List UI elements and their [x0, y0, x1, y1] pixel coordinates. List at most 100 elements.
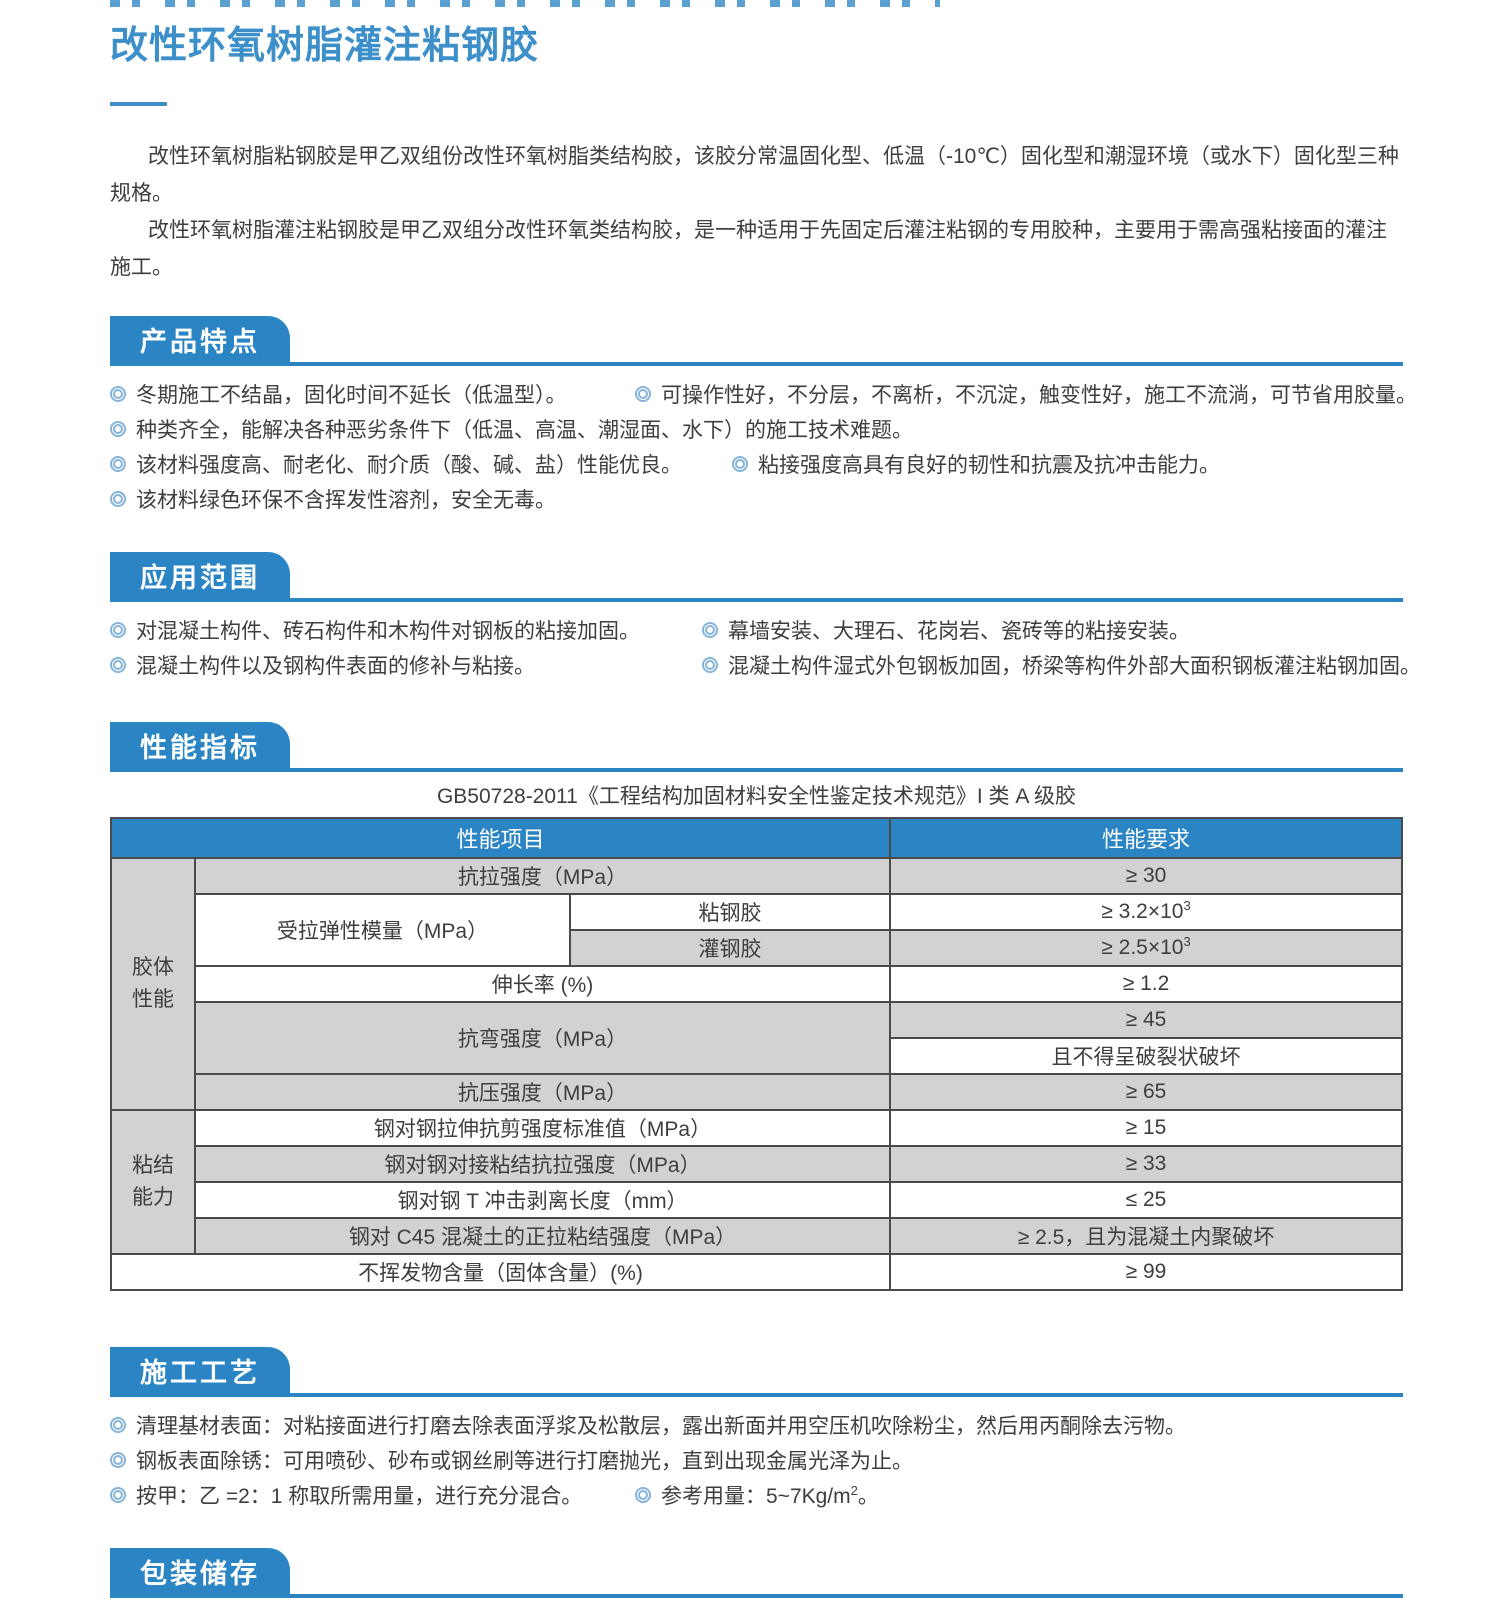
section-underline	[110, 598, 1403, 602]
list-item: 钢板表面除锈：可用喷砂、砂布或钢丝刷等进行打磨抛光，直到出现金属光泽为止。	[110, 1442, 1403, 1477]
list-item: 种类齐全，能解决各种恶劣条件下（低温、高温、潮湿面、水下）的施工技术难题。	[110, 411, 1403, 446]
table-row: 不挥发物含量（固体含量）(%) ≥ 99	[109, 1253, 1403, 1291]
application-text: 幕墙安装、大理石、花岗岩、瓷砖等的粘接安装。	[728, 619, 1190, 643]
property-cell: 受拉弹性模量（MPa）	[194, 893, 571, 967]
bullseye-icon	[732, 455, 748, 472]
intro-line: 改性环氧树脂粘钢胶是甲乙双组份改性环氧树脂类结构胶，该胶分常温固化型、低温（-1…	[110, 145, 1399, 205]
table-row: 胶体性能 抗拉强度（MPa） ≥ 30	[110, 857, 1403, 1111]
section-header-construction: 施工工艺	[110, 1347, 1403, 1397]
table-row: 抗弯强度（MPa） ≥ 45	[111, 1001, 1403, 1075]
list-item: 该材料强度高、耐老化、耐介质（酸、碱、盐）性能优良。 粘接强度高具有良好的韧性和…	[110, 446, 1403, 481]
bullseye-icon	[110, 1416, 126, 1433]
bullseye-icon	[702, 656, 718, 673]
applications-list: 对混凝土构件、砖石构件和木构件对钢板的粘接加固。 幕墙安装、大理石、花岗岩、瓷砖…	[110, 612, 1421, 682]
table-row: 且不得呈破裂状破坏	[111, 1037, 1403, 1075]
table-row: 粘结能力 钢对钢拉伸抗剪强度标准值（MPa） ≥ 15	[110, 1109, 1403, 1255]
table-header-row: 性能项目 性能要求	[109, 817, 1403, 859]
table-row: 灌钢胶 ≥ 2.5×103	[111, 929, 1403, 967]
section-header-packaging: 包装储存	[110, 1548, 1403, 1598]
value-cell: ≥ 1.2	[889, 965, 1403, 1003]
subproperty-cell: 灌钢胶	[568, 929, 892, 967]
bullseye-icon	[110, 455, 126, 472]
application-text: 混凝土构件湿式外包钢板加固，桥梁等构件外部大面积钢板灌注粘钢加固。	[728, 654, 1421, 678]
value-cell: ≥ 33	[889, 1145, 1403, 1183]
bullseye-icon	[110, 490, 126, 507]
property-cell: 钢对钢 T 冲击剥离长度（mm）	[193, 1181, 892, 1219]
construction-text: 按甲：乙 =2：1 称取所需用量，进行充分混合。	[136, 1484, 583, 1508]
list-item: 清理基材表面：对粘接面进行打磨去除表面浮浆及松散层，露出新面并用空压机吹除粉尘，…	[110, 1407, 1403, 1442]
performance-table: 性能项目 性能要求 胶体性能 抗拉强度（MPa） ≥ 30 受拉弹性模量（MPa…	[109, 817, 1403, 1291]
value-cell: ≥ 45	[889, 1001, 1403, 1039]
construction-text: 钢板表面除锈：可用喷砂、砂布或钢丝刷等进行打磨抛光，直到出现金属光泽为止。	[136, 1449, 913, 1473]
value-cell: ≥ 2.5，且为混凝土内聚破坏	[889, 1217, 1403, 1255]
property-cell: 钢对 C45 混凝土的正拉粘结强度（MPa）	[193, 1217, 892, 1255]
value-cell: ≥ 99	[889, 1253, 1403, 1291]
value-cell: ≥ 65	[889, 1073, 1403, 1111]
property-cell: 抗压强度（MPa）	[193, 1073, 892, 1111]
table-row: 钢对钢对接粘结抗拉强度（MPa） ≥ 33	[111, 1145, 1403, 1183]
feature-text: 该材料强度高、耐老化、耐介质（酸、碱、盐）性能优良。	[136, 453, 682, 477]
section-underline	[110, 362, 1403, 366]
intro-paragraphs: 改性环氧树脂粘钢胶是甲乙双组份改性环氧树脂类结构胶，该胶分常温固化型、低温（-1…	[110, 138, 1403, 286]
table-row: 钢对钢 T 冲击剥离长度（mm） ≤ 25	[111, 1181, 1403, 1219]
construction-list: 清理基材表面：对粘接面进行打磨去除表面浮浆及松散层，露出新面并用空压机吹除粉尘，…	[110, 1407, 1403, 1512]
list-item: 混凝土构件以及钢构件表面的修补与粘接。 混凝土构件湿式外包钢板加固，桥梁等构件外…	[110, 647, 1421, 682]
property-cell: 伸长率 (%)	[193, 965, 892, 1003]
section-badge: 产品特点	[110, 316, 290, 362]
list-item: 按甲：乙 =2：1 称取所需用量，进行充分混合。 参考用量：5~7Kg/m2。	[110, 1477, 1403, 1512]
feature-text: 可操作性好，不分层，不离析，不沉淀，触变性好，施工不流淌，可节省用胶量。	[661, 383, 1417, 407]
section-badge: 施工工艺	[110, 1347, 290, 1393]
construction-text: 参考用量：5~7Kg/m2。	[661, 1482, 879, 1508]
table-caption: GB50728-2011《工程结构加固材料安全性鉴定技术规范》I 类 A 级胶	[436, 785, 1077, 808]
section-header-features: 产品特点	[110, 316, 1403, 366]
application-text: 混凝土构件以及钢构件表面的修补与粘接。	[136, 654, 535, 678]
table-row: 伸长率 (%) ≥ 1.2	[111, 965, 1403, 1003]
section-badge: 性能指标	[110, 722, 290, 768]
list-item: 该材料绿色环保不含挥发性溶剂，安全无毒。	[110, 481, 1403, 516]
value-cell: ≥ 2.5×103	[889, 929, 1403, 967]
feature-text: 冬期施工不结晶，固化时间不延长（低温型）。	[136, 383, 567, 407]
property-cell: 抗弯强度（MPa）	[193, 1001, 892, 1075]
value-cell: 且不得呈破裂状破坏	[889, 1037, 1403, 1075]
bullseye-icon	[110, 1451, 126, 1468]
value-cell: ≥ 30	[889, 857, 1403, 895]
table-row: 钢对 C45 混凝土的正拉粘结强度（MPa） ≥ 2.5，且为混凝土内聚破坏	[111, 1217, 1403, 1255]
page-title: 改性环氧树脂灌注粘钢胶	[110, 25, 540, 67]
title-underline-dash	[110, 102, 167, 106]
feature-text: 该材料绿色环保不含挥发性溶剂，安全无毒。	[136, 488, 556, 512]
section-badge: 包装储存	[110, 1548, 290, 1594]
section-badge: 应用范围	[110, 552, 290, 598]
bullseye-icon	[110, 420, 126, 437]
feature-text: 粘接强度高具有良好的韧性和抗震及抗冲击能力。	[758, 453, 1220, 477]
list-item: 冬期施工不结晶，固化时间不延长（低温型）。 可操作性好，不分层，不离析，不沉淀，…	[110, 376, 1417, 411]
list-item: 对混凝土构件、砖石构件和木构件对钢板的粘接加固。 幕墙安装、大理石、花岗岩、瓷砖…	[110, 612, 1403, 647]
section-header-performance: 性能指标	[110, 722, 1403, 772]
column-header-requirement: 性能要求	[889, 817, 1403, 859]
table-row: 抗压强度（MPa） ≥ 65	[111, 1073, 1403, 1111]
clipped-text-artifact	[110, 0, 940, 7]
subproperty-cell: 粘钢胶	[568, 893, 892, 931]
value-cell: ≥ 3.2×103	[889, 893, 1403, 931]
section-header-applications: 应用范围	[110, 552, 1403, 602]
application-text: 对混凝土构件、砖石构件和木构件对钢板的粘接加固。	[136, 619, 640, 643]
section-underline	[110, 1594, 1403, 1598]
property-cell: 钢对钢对接粘结抗拉强度（MPa）	[193, 1145, 892, 1183]
intro-line: 改性环氧树脂灌注粘钢胶是甲乙双组分改性环氧类结构胶，是一种适用于先固定后灌注粘钢…	[110, 219, 1387, 279]
section-underline	[110, 768, 1403, 772]
section-underline	[110, 1393, 1403, 1397]
features-list: 冬期施工不结晶，固化时间不延长（低温型）。 可操作性好，不分层，不离析，不沉淀，…	[110, 376, 1417, 516]
bullseye-icon	[110, 656, 126, 673]
bullseye-icon	[702, 621, 718, 638]
bullseye-icon	[110, 385, 126, 402]
construction-text: 清理基材表面：对粘接面进行打磨去除表面浮浆及松散层，露出新面并用空压机吹除粉尘，…	[136, 1414, 1186, 1438]
bullseye-icon	[110, 621, 126, 638]
table-row: 受拉弹性模量（MPa） 粘钢胶 ≥ 3.2×103	[111, 893, 1403, 967]
value-cell: ≤ 25	[889, 1181, 1403, 1219]
property-cell: 不挥发物含量（固体含量）(%)	[109, 1253, 892, 1291]
bullseye-icon	[110, 1486, 126, 1503]
bullseye-icon	[635, 385, 651, 402]
group-cell-adhesive-performance: 胶体性能	[110, 857, 196, 1111]
property-cell: 钢对钢拉伸抗剪强度标准值（MPa）	[193, 1109, 892, 1147]
value-cell: ≥ 15	[889, 1109, 1403, 1147]
feature-text: 种类齐全，能解决各种恶劣条件下（低温、高温、潮湿面、水下）的施工技术难题。	[136, 418, 913, 442]
